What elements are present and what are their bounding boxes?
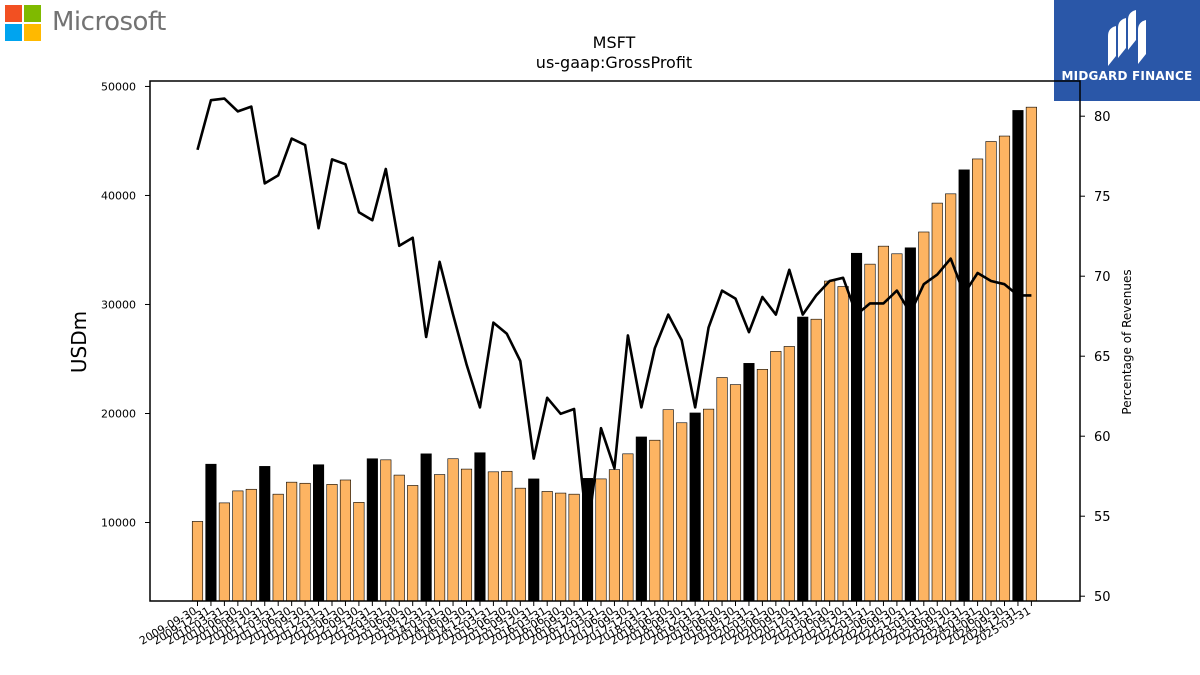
microsoft-logo: Microsoft xyxy=(5,5,185,45)
bar-series xyxy=(191,106,1037,602)
y-tick-label: 40000 xyxy=(101,189,136,202)
bar xyxy=(824,280,836,602)
chart-subtitle: us-gaap:GrossProfit xyxy=(536,53,692,72)
bar xyxy=(380,459,392,602)
bar xyxy=(218,502,230,602)
bar xyxy=(972,158,984,602)
bar xyxy=(272,493,284,602)
microsoft-logo-red-square xyxy=(5,5,22,22)
microsoft-logo-blue-square xyxy=(5,24,22,41)
bar xyxy=(259,466,271,602)
midgard-finance-logo: MIDGARD FINANCE xyxy=(1054,0,1200,101)
y-tick-label: 30000 xyxy=(101,298,136,311)
bar xyxy=(447,458,459,602)
y2-tick-label: 60 xyxy=(1094,430,1111,445)
bar xyxy=(689,412,701,602)
bar xyxy=(1012,110,1024,602)
bar xyxy=(595,478,607,602)
bar xyxy=(205,463,217,602)
bar xyxy=(608,469,621,602)
y-tick-label: 20000 xyxy=(101,407,136,420)
y2-tick-label: 80 xyxy=(1094,110,1111,125)
bar xyxy=(904,247,916,602)
axes: 1000020000300004000050000505560657075802… xyxy=(101,80,1111,648)
bar xyxy=(407,485,419,602)
bar xyxy=(568,493,580,602)
bar xyxy=(703,408,715,602)
bar xyxy=(312,464,325,602)
bar xyxy=(662,409,674,602)
y2-tick-label: 50 xyxy=(1094,590,1111,605)
bar xyxy=(945,193,957,602)
y2-tick-label: 55 xyxy=(1094,510,1111,525)
bar xyxy=(837,286,849,602)
bar xyxy=(474,452,486,602)
bar xyxy=(232,490,244,602)
bar xyxy=(286,481,298,602)
bar xyxy=(783,346,795,602)
bar xyxy=(501,470,513,602)
bar xyxy=(985,141,997,602)
bar xyxy=(649,439,661,602)
y2-tick-label: 70 xyxy=(1094,270,1111,285)
microsoft-logo-green-square xyxy=(24,5,41,22)
bar xyxy=(676,422,688,602)
bar xyxy=(743,363,755,602)
bar xyxy=(460,468,473,602)
bar xyxy=(420,453,432,602)
bar xyxy=(998,135,1011,602)
bar xyxy=(931,202,943,602)
chart-title: MSFT xyxy=(593,33,636,52)
percentage-line xyxy=(196,97,1032,534)
microsoft-wordmark: Microsoft xyxy=(52,7,166,37)
midgard-emblem-icon xyxy=(1108,10,1146,66)
bar xyxy=(528,478,540,602)
bar xyxy=(958,169,970,602)
bar xyxy=(339,479,352,602)
bar xyxy=(245,488,257,602)
bar xyxy=(729,384,742,602)
bar xyxy=(393,474,405,602)
bar xyxy=(299,482,311,602)
bar xyxy=(487,471,499,602)
bar xyxy=(622,453,634,602)
y-tick-label: 50000 xyxy=(101,80,136,93)
bar xyxy=(514,487,526,602)
bar xyxy=(353,502,365,602)
bar xyxy=(555,492,567,602)
bar xyxy=(366,458,378,602)
y2-tick-label: 65 xyxy=(1094,350,1111,365)
bar xyxy=(891,253,903,602)
bar xyxy=(635,436,647,602)
bar xyxy=(326,484,338,602)
bar xyxy=(864,263,876,602)
y-tick-label: 10000 xyxy=(101,517,136,530)
y-axis-label: USDm xyxy=(67,311,91,373)
y2-axis-label: Percentage of Revenues xyxy=(1120,269,1134,414)
plot-frame xyxy=(149,80,1081,602)
midgard-finance-wordmark: MIDGARD FINANCE xyxy=(1061,69,1193,83)
microsoft-logo-yellow-square xyxy=(24,24,41,41)
y2-tick-label: 75 xyxy=(1094,190,1111,205)
line-series xyxy=(196,97,1032,534)
bar xyxy=(1025,106,1037,602)
bar xyxy=(756,369,768,602)
bar xyxy=(918,231,930,602)
bar xyxy=(797,316,809,602)
bar xyxy=(434,474,446,602)
bar xyxy=(770,351,782,602)
bar xyxy=(716,377,728,602)
bar xyxy=(541,491,553,602)
bar xyxy=(191,521,204,602)
bar xyxy=(810,318,822,602)
